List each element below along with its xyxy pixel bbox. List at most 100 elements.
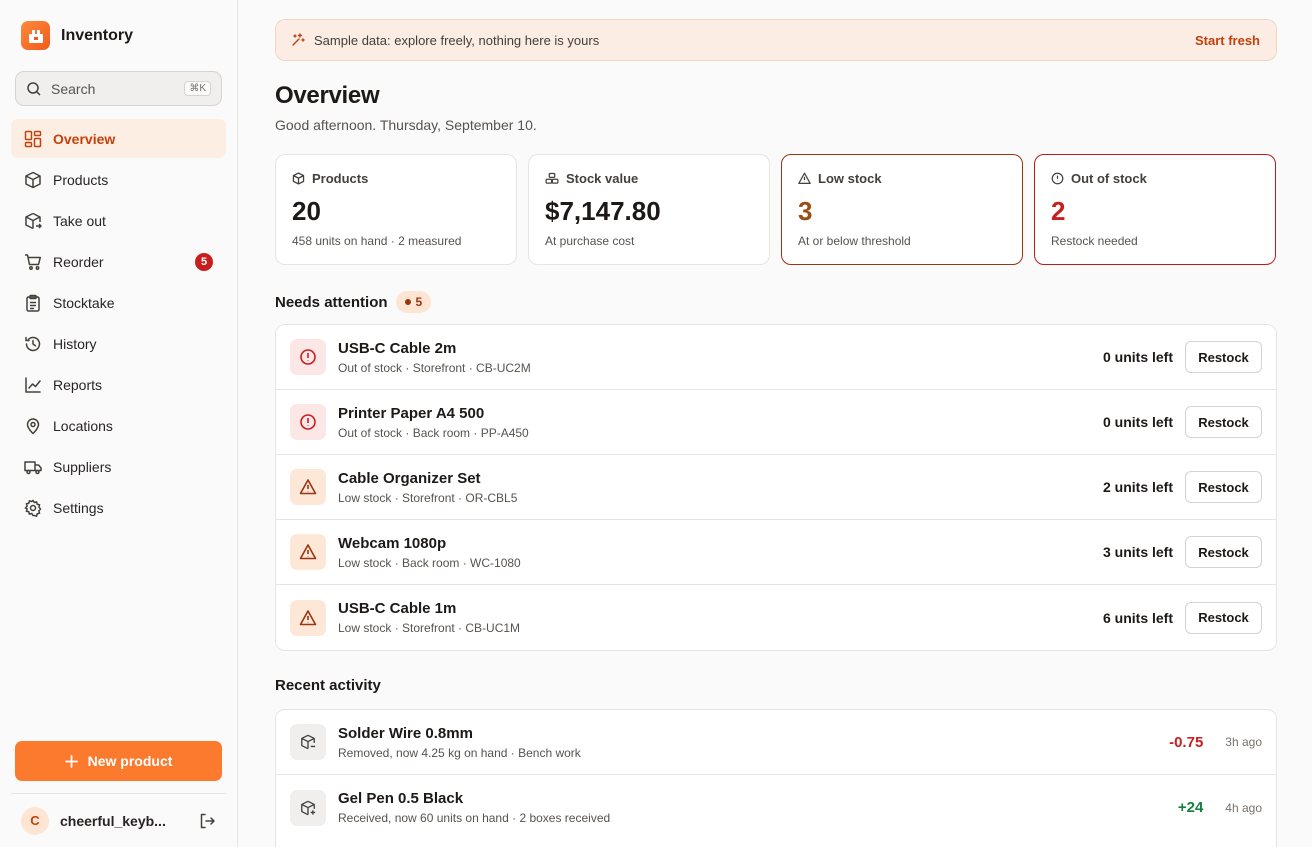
sidebar-item-reorder[interactable]: Reorder 5 (11, 242, 226, 281)
restock-button[interactable]: Restock (1185, 341, 1262, 373)
new-product-button[interactable]: New product (15, 741, 222, 781)
app-name: Inventory (61, 26, 134, 44)
box-out-icon (25, 212, 42, 229)
warning-icon (290, 599, 326, 636)
gear-icon (24, 498, 42, 517)
restock-button[interactable]: Restock (1185, 601, 1262, 634)
list-item[interactable]: USB-C Cable 1m Low stock · Storefront · … (276, 585, 1276, 650)
list-item[interactable]: Printer Paper A4 500 Out of stock · Back… (276, 390, 1276, 455)
restock-button[interactable]: Restock (1185, 536, 1262, 568)
stat-value: 20 (292, 196, 321, 226)
start-fresh-button[interactable]: Start fresh (1194, 32, 1260, 48)
sidebar-item-label: Take out (53, 212, 106, 229)
stat-label: Low stock (818, 171, 882, 186)
new-product-label: New product (87, 753, 173, 769)
item-name: Cable Organizer Set (338, 469, 481, 487)
sidebar-item-label: Products (53, 171, 109, 188)
item-name: Printer Paper A4 500 (338, 404, 485, 422)
stat-sub: At or below threshold (798, 234, 911, 248)
item-meta: Out of stock · Storefront · CB-UC2M (338, 360, 531, 375)
list-item[interactable]: USB-C Cable 2m Out of stock · Storefront… (276, 325, 1276, 390)
restock-button[interactable]: Restock (1185, 471, 1262, 503)
sidebar-item-take-out[interactable]: Take out (11, 201, 226, 240)
clipboard-icon (26, 294, 40, 312)
search-placeholder: Search (51, 80, 96, 97)
item-meta: Low stock · Back room · WC-1080 (338, 555, 521, 570)
search-icon (27, 81, 41, 96)
warning-icon (290, 469, 326, 505)
sidebar-item-suppliers[interactable]: Suppliers (11, 447, 226, 486)
username: cheerful_keyb... (60, 812, 166, 829)
attention-count-badge: 5 (395, 291, 432, 313)
section-title: Recent activity (275, 677, 381, 694)
sidebar-item-locations[interactable]: Locations (11, 406, 226, 445)
sidebar-item-products[interactable]: Products (11, 160, 226, 199)
stat-card-products[interactable]: Products 20 458 units on hand · 2 measur… (275, 154, 517, 265)
item-name: Gel Pen 0.5 Black (338, 790, 464, 807)
timestamp: 4h ago (1225, 800, 1262, 815)
box-icon (25, 171, 41, 188)
item-name: Webcam 1080p (338, 534, 447, 552)
truck-icon (24, 460, 42, 474)
stats-cards: Products 20 458 units on hand · 2 measur… (275, 154, 1277, 265)
stat-label: Out of stock (1071, 171, 1147, 186)
item-meta: Low stock · Storefront · OR-CBL5 (338, 490, 518, 505)
box-icon (292, 172, 305, 185)
stat-card-out-of-stock[interactable]: Out of stock 2 Restock needed (1034, 154, 1276, 265)
plus-icon (64, 754, 78, 768)
sidebar-item-history[interactable]: History (11, 324, 226, 363)
sidebar-item-label: Reorder (53, 253, 104, 270)
recent-activity-list: Solder Wire 0.8mm Removed, now 4.25 kg o… (275, 709, 1277, 847)
logout-icon[interactable] (198, 812, 216, 830)
stat-card-low-stock[interactable]: Low stock 3 At or below threshold (781, 154, 1023, 265)
recent-activity-heading: Recent activity (275, 677, 381, 694)
alert-circle-icon (290, 339, 326, 375)
item-name: Solder Wire 0.8mm (338, 724, 473, 742)
stat-value: 3 (798, 196, 813, 226)
chart-icon (25, 376, 41, 393)
stat-value: 2 (1051, 196, 1066, 226)
list-item[interactable]: Solder Wire 0.8mm Removed, now 4.25 kg o… (276, 710, 1276, 775)
item-quantity: 2 units left (1102, 479, 1173, 495)
section-title: Needs attention (275, 293, 388, 311)
item-meta: Removed, now 4.25 kg on hand · Bench wor… (338, 745, 581, 760)
alert-circle-icon (1051, 172, 1064, 185)
sidebar-item-reports[interactable]: Reports (11, 365, 226, 404)
item-quantity: 0 units left (1102, 349, 1173, 365)
banner-text: Sample data: explore freely, nothing her… (314, 32, 600, 48)
stat-label: Stock value (566, 171, 639, 186)
sidebar-item-label: Locations (53, 417, 113, 434)
alert-circle-icon (290, 404, 326, 440)
search-input[interactable]: Search ⌘K (15, 71, 222, 106)
quantity-change: +24 (1177, 799, 1204, 816)
user-menu[interactable]: C cheerful_keyb... (11, 793, 226, 847)
warning-icon (798, 172, 811, 184)
warning-icon (290, 534, 326, 570)
avatar: C (21, 806, 49, 835)
sidebar-item-overview[interactable]: Overview (11, 119, 226, 158)
sidebar-item-settings[interactable]: Settings (11, 488, 226, 527)
sidebar-item-label: Settings (53, 499, 104, 516)
stat-card-stock-value[interactable]: Stock value $7,147.80 At purchase cost (528, 154, 770, 265)
sidebar-item-stocktake[interactable]: Stocktake (11, 283, 226, 322)
page-title: Overview (275, 82, 380, 109)
attention-count: 5 (415, 295, 423, 309)
sidebar-nav: Overview Products Take out Reorder 5 Sto… (11, 119, 226, 529)
restock-button[interactable]: Restock (1185, 406, 1262, 438)
history-icon (25, 336, 41, 351)
brand[interactable]: Inventory (21, 21, 133, 50)
sidebar: Inventory Search ⌘K Overview Products Ta… (0, 0, 238, 847)
item-quantity: 0 units left (1102, 414, 1173, 430)
stat-value: $7,147.80 (545, 196, 661, 226)
sidebar-item-label: History (53, 335, 97, 352)
needs-attention-list: USB-C Cable 2m Out of stock · Storefront… (275, 324, 1277, 651)
list-item[interactable]: Gel Pen 0.5 Black Received, now 60 units… (276, 775, 1276, 840)
app-logo-icon (21, 21, 50, 50)
list-item[interactable]: Cable Organizer Set Low stock · Storefro… (276, 455, 1276, 520)
list-item[interactable]: Webcam 1080p Low stock · Back room · WC-… (276, 520, 1276, 585)
sample-data-banner: Sample data: explore freely, nothing her… (275, 19, 1277, 61)
sidebar-item-label: Reports (53, 376, 103, 393)
pin-icon (26, 417, 40, 435)
item-meta: Out of stock · Back room · PP-A450 (338, 425, 529, 440)
page-subtitle: Good afternoon. Thursday, September 10. (275, 117, 537, 133)
